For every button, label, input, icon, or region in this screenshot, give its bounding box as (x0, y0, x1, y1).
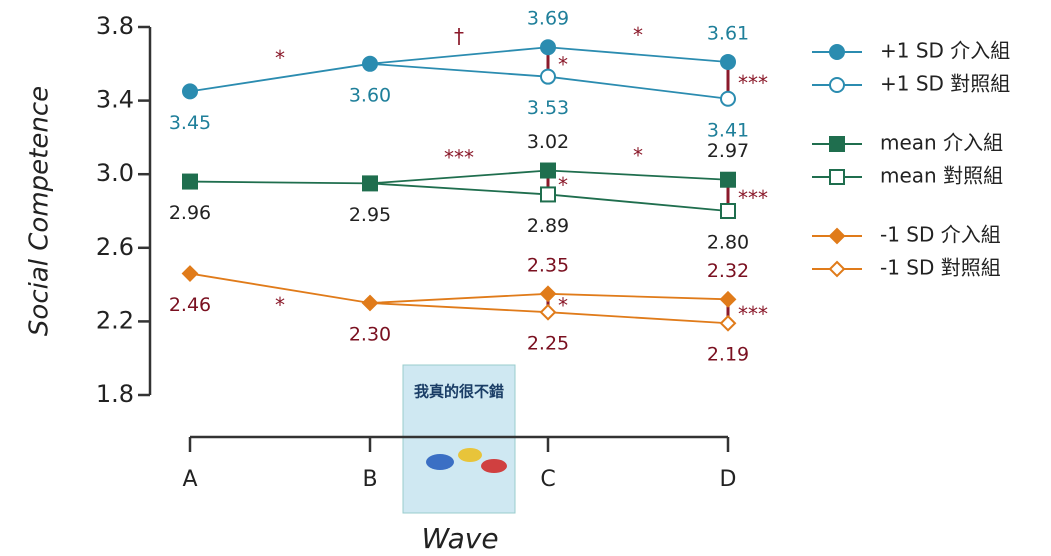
series-line (189, 169, 729, 185)
point (719, 290, 737, 308)
value-label: 2.96 (169, 202, 211, 224)
x-tick-label: D (720, 467, 737, 492)
legend-label: -1 SD 對照組 (880, 256, 1001, 280)
value-label: 3.60 (349, 84, 391, 106)
point (362, 175, 378, 192)
point (720, 90, 736, 107)
legend-marker (829, 44, 845, 60)
legend-marker (829, 77, 845, 93)
point (540, 68, 556, 85)
point (720, 53, 736, 70)
legend-label: -1 SD 介入組 (880, 223, 1001, 247)
series-line (189, 46, 729, 93)
y-axis-label: Social Competence (25, 86, 55, 336)
value-label: 2.32 (707, 260, 749, 282)
trend-mark: *** (444, 145, 474, 169)
diff-mark: * (558, 52, 568, 76)
y-tick-label: 2.6 (96, 233, 134, 261)
value-label: 3.41 (707, 119, 749, 141)
point (540, 162, 556, 179)
point (719, 314, 737, 332)
point (362, 55, 378, 72)
point (182, 173, 198, 190)
trend-mark: * (633, 23, 643, 47)
y-tick-label: 2.2 (96, 306, 134, 334)
legend-label: mean 介入組 (880, 131, 1003, 155)
value-label: 2.80 (707, 232, 749, 254)
value-label: 2.95 (349, 204, 391, 226)
value-label: 2.89 (527, 215, 569, 237)
point (181, 265, 199, 282)
cover-title: 我真的很不錯 (414, 383, 504, 401)
diff-mark: *** (738, 71, 768, 95)
value-label: 2.19 (707, 344, 749, 366)
diff-mark: * (558, 173, 568, 197)
point (720, 203, 736, 219)
point (361, 294, 379, 312)
diff-mark: * (558, 294, 568, 318)
diff-mark: *** (738, 302, 768, 326)
value-label: 3.45 (169, 112, 211, 134)
trend-mark: * (275, 46, 285, 70)
value-label: 3.69 (527, 8, 569, 30)
trend-mark: † (454, 24, 464, 48)
x-tick-label: B (362, 467, 377, 492)
point (182, 83, 198, 100)
legend-label: mean 對照組 (880, 164, 1003, 188)
legend-label: +1 SD 對照組 (880, 72, 1010, 96)
value-label: 2.35 (527, 254, 569, 276)
point (720, 171, 736, 188)
cover-art (426, 454, 454, 470)
value-label: 2.30 (349, 324, 391, 346)
point (539, 303, 557, 321)
legend-label: +1 SD 介入組 (880, 39, 1010, 63)
value-label: 2.25 (527, 333, 569, 355)
legend-marker (828, 260, 846, 278)
legend-marker (829, 169, 845, 185)
legend-marker (829, 136, 845, 152)
trend-mark: * (275, 293, 285, 317)
cover-frame (402, 364, 516, 514)
x-tick-label: A (182, 467, 197, 492)
y-tick-label: 1.8 (96, 380, 134, 408)
point (540, 186, 556, 203)
y-tick-label: 3.8 (96, 12, 134, 40)
trend-mark: * (633, 144, 643, 168)
cover-art (481, 459, 507, 473)
series-line (189, 272, 729, 304)
x-tick-label: C (540, 467, 555, 492)
x-axis-label: Wave (421, 522, 498, 555)
point (539, 285, 557, 303)
y-tick-label: 3.4 (96, 86, 134, 114)
y-tick-label: 3.0 (96, 159, 134, 187)
cover-art (458, 448, 482, 462)
point (540, 39, 556, 56)
legend-marker (828, 227, 846, 245)
diff-mark: *** (738, 186, 768, 210)
value-label: 2.97 (707, 140, 749, 162)
book-cover: 我真的很不錯 (402, 364, 516, 514)
value-label: 3.61 (707, 22, 749, 44)
value-label: 3.02 (527, 131, 569, 153)
value-label: 3.53 (527, 97, 569, 119)
value-label: 2.46 (169, 294, 211, 316)
